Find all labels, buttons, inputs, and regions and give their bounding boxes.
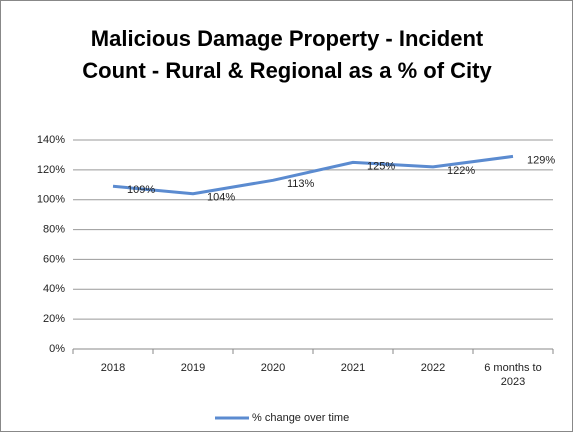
data-label: 113% xyxy=(287,178,315,190)
data-line xyxy=(112,154,514,196)
y-tick-label: 20% xyxy=(43,313,65,325)
y-tick-label: 120% xyxy=(37,164,65,176)
y-tick-label: 100% xyxy=(37,194,65,206)
y-tick-label: 40% xyxy=(43,283,65,295)
data-label: 109% xyxy=(127,184,155,196)
x-tick-label: 2021 xyxy=(340,362,366,374)
x-tick-label: 2022 xyxy=(420,362,446,374)
y-tick-label: 0% xyxy=(49,343,65,355)
y-tick-label: 60% xyxy=(43,253,65,265)
x-tick-label: 6 months to 2023 xyxy=(484,362,542,388)
legend-label: % change over time xyxy=(252,412,349,424)
chart-title: Malicious Damage Property - Incident Cou… xyxy=(82,26,492,83)
x-tick-label: 2018 xyxy=(100,362,126,374)
data-label: 125% xyxy=(367,160,395,172)
y-tick-label: 140% xyxy=(37,134,65,146)
y-tick-label: 80% xyxy=(43,223,65,235)
x-tick-label: 2019 xyxy=(180,362,206,374)
data-label: 104% xyxy=(207,192,235,204)
data-label: 122% xyxy=(447,165,475,177)
x-tick-label: 2020 xyxy=(260,362,286,374)
data-label: 129% xyxy=(527,154,555,166)
